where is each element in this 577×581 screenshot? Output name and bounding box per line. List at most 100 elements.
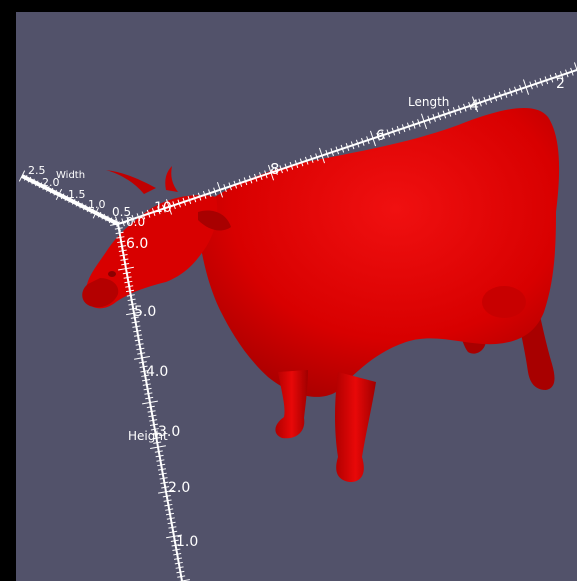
axis-tick [233,180,238,189]
axis-tick [117,245,127,248]
axis-tick [259,172,263,181]
axis-tick [120,258,129,261]
axis-tick [169,530,178,534]
axis-tick [412,120,416,129]
width-tick-label: 1.5 [68,188,86,201]
axis-tick [478,98,482,107]
axis-tick [108,217,113,224]
axis-tick [149,423,159,427]
axis-tick [366,136,370,145]
axis-tick [131,214,136,223]
axis-tick [119,254,128,257]
axis-tick [310,155,314,163]
axis-tick [49,187,54,194]
length-tick-label: 6 [376,128,385,144]
axis-tick [350,141,355,150]
axis-tick [488,95,493,104]
axis-tick [514,86,518,95]
axis-tick [253,173,258,182]
axis-tick [125,289,135,293]
axis-tick [177,199,181,208]
axis-tick [325,149,329,158]
axis-tick [519,84,523,93]
height-tick-label: 1.0 [176,534,198,550]
axis-tick [534,79,538,88]
cow-eye [108,271,116,277]
axis-tick [128,303,137,306]
axis-tick [315,153,319,162]
axis-tick [369,130,377,147]
axis-tick [167,521,176,525]
axis-tick [420,113,428,130]
axis-tick [483,96,487,105]
axis-tick [146,405,155,409]
axis-tick [432,113,436,122]
length-tick-label: 8 [270,160,280,178]
height-tick-label: 4.0 [146,364,168,380]
axis-labels: Length 2 4 6 8 10 Width 2.5 2.0 1.5 1.0 … [28,76,565,550]
axis-tick [284,163,289,172]
axis-tick [151,432,160,435]
axis-tick [187,196,192,204]
axis-tick [175,566,184,569]
axis-tick [340,144,345,153]
axis-tick [503,90,508,98]
3d-viewport[interactable]: Length 2 4 6 8 10 Width 2.5 2.0 1.5 1.0 … [16,12,577,581]
axis-tick [361,137,365,146]
axis-tick [155,454,164,458]
axis-tick [148,414,157,418]
height-tick-label: 3.0 [158,424,180,440]
axis-tick [131,320,140,324]
axis-tick [202,190,207,199]
axis-tick [554,72,559,81]
height-tick-label: 2.0 [168,480,190,496]
axis-tick [248,175,253,184]
cow-ear [198,210,231,231]
axis-tick [493,93,498,102]
length-tick-label: 10 [154,200,172,216]
axis-tick [143,387,152,391]
height-tick-label: 6.0 [126,236,148,252]
axis-tick [223,184,227,193]
axis-tick [161,486,170,489]
axis-tick [27,176,32,183]
width-tick-label: 1.0 [88,198,106,211]
axis-tick [158,472,167,476]
axis-tick [544,76,549,85]
axis-tick [115,231,124,235]
axis-tick [539,78,544,86]
axis-tick [34,180,39,187]
axis-tick [121,218,125,227]
axis-tick [289,161,294,170]
axis-tick [141,211,146,220]
axis-tick [55,188,63,201]
axis-tick [129,307,138,310]
axis-tick [508,88,513,97]
cow-model[interactable] [82,107,560,482]
width-tick-label: 2.0 [42,176,60,189]
axis-tick [192,194,197,203]
axis-tick [396,125,401,134]
axis-tick [172,201,176,210]
cow-near-hind-leg [335,372,376,482]
axis-tick [154,450,163,453]
cow-horn-left [106,170,156,194]
cow-horn-right [165,166,178,192]
axis-tick [134,355,150,360]
axis-tick [498,91,503,100]
axis-tick [299,158,304,167]
axis-tick [53,189,58,196]
axis-tick [243,177,248,186]
axis-tick [208,189,212,198]
length-axis-title: Length [408,95,449,109]
axis-tick [122,271,131,275]
axis-tick [105,215,109,222]
axis-tick [86,206,91,213]
axis-tick [228,182,232,191]
axis-tick [90,208,94,214]
axis-tick [126,294,135,297]
width-tick-label: 2.5 [28,164,46,177]
axis-tick [345,143,350,151]
axis-tick [152,437,161,440]
scene-canvas: Length 2 4 6 8 10 Width 2.5 2.0 1.5 1.0 … [18,62,577,581]
